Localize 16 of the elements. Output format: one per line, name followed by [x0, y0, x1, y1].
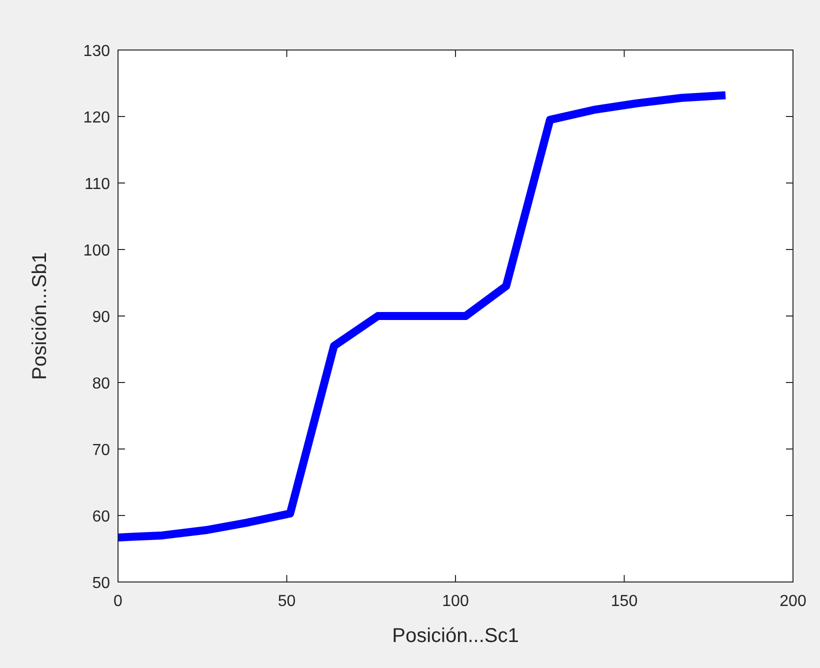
x-tick-label: 0 — [114, 593, 123, 610]
x-tick-label: 150 — [610, 593, 638, 610]
x-tick-label: 200 — [780, 593, 806, 610]
y-tick-label: 60 — [92, 508, 110, 526]
y-tick-label: 120 — [83, 110, 110, 126]
x-axis-title: Posición...Sc1 — [392, 625, 519, 647]
y-tick-label: 110 — [84, 176, 110, 193]
y-tick-label: 80 — [92, 376, 110, 392]
y-tick-label: 50 — [92, 575, 110, 592]
y-tick-label: 70 — [92, 442, 110, 459]
x-tick-label: 100 — [442, 593, 469, 610]
y-axis-title: Posición...Sb1 — [29, 252, 51, 380]
y-tick-label: 90 — [92, 309, 110, 326]
y-tick-label: 100 — [83, 242, 110, 260]
y-tick-label: 130 — [83, 43, 110, 60]
x-tick-label: 50 — [278, 593, 296, 610]
